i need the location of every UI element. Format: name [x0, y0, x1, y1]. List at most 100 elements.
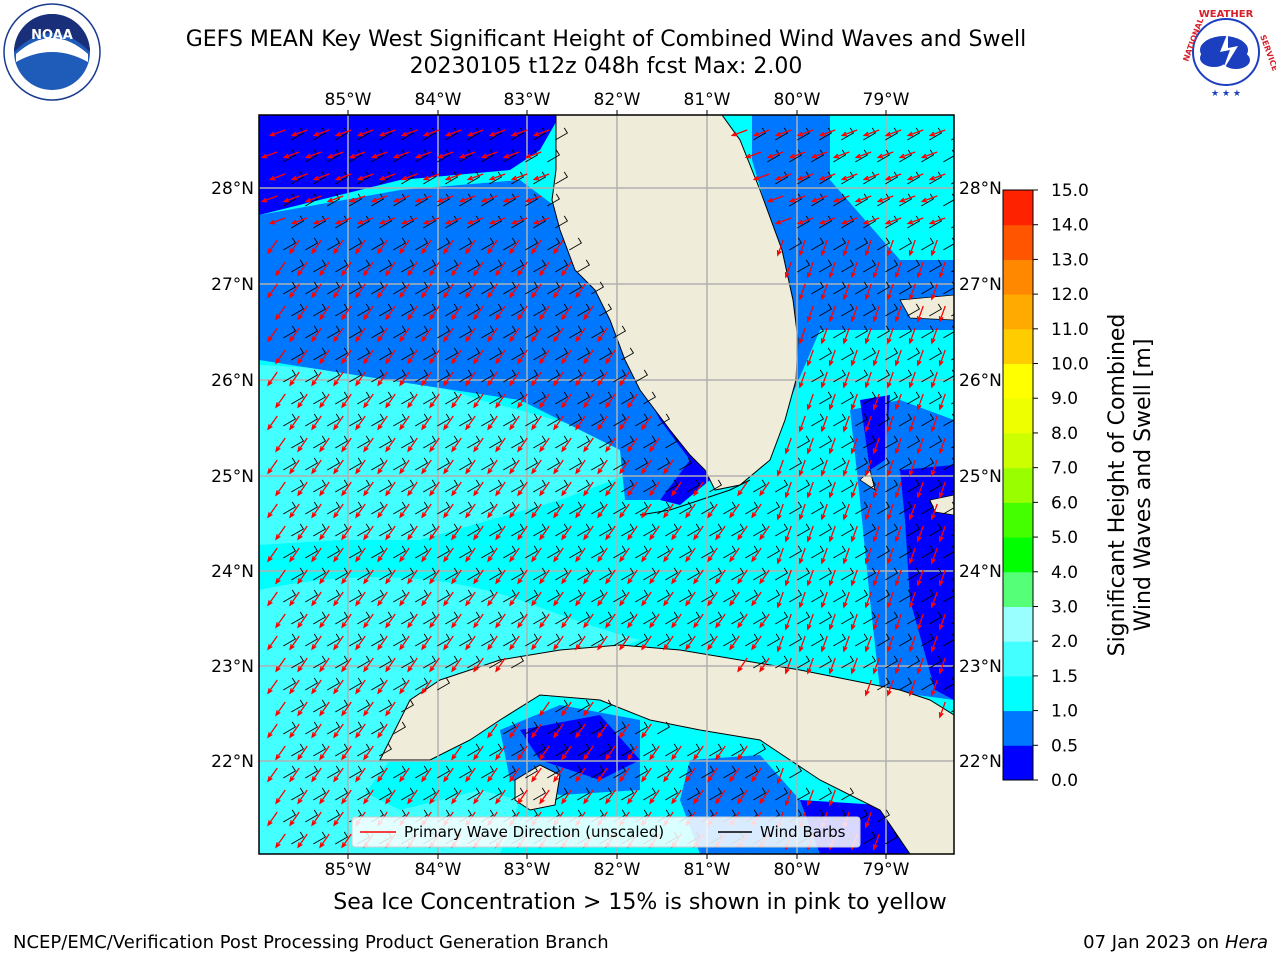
- wave-direction-arrow: [641, 503, 652, 519]
- wind-barb: [291, 655, 305, 669]
- wind-barb: [511, 259, 525, 273]
- wave-direction-arrow: [759, 613, 770, 629]
- wave-direction-arrow: [517, 349, 528, 365]
- wave-direction-arrow: [583, 745, 594, 761]
- wind-barb: [313, 259, 327, 273]
- wave-direction-arrow: [267, 811, 278, 827]
- wind-barb: [745, 501, 759, 515]
- wave-direction-arrow: [319, 701, 330, 717]
- wind-barb: [833, 237, 847, 251]
- wave-direction-arrow: [894, 393, 902, 411]
- wave-direction-arrow: [267, 415, 278, 431]
- wind-barb: [841, 127, 855, 141]
- wind-barb: [533, 435, 547, 449]
- wind-barb: [657, 501, 671, 515]
- wave-direction-arrow: [531, 723, 542, 739]
- wind-barb: [687, 479, 701, 493]
- wind-barb: [907, 127, 921, 141]
- wave-direction-arrow: [488, 217, 506, 225]
- wave-direction-arrow: [385, 305, 396, 321]
- wave-direction-arrow: [872, 833, 880, 851]
- wind-barb: [357, 699, 371, 713]
- wind-barb: [569, 633, 583, 647]
- wave-direction-arrow: [759, 657, 770, 673]
- lon-label: 84°W: [415, 90, 462, 110]
- wave-direction-arrow: [561, 745, 572, 761]
- wave-direction-arrow: [806, 437, 814, 455]
- wind-barb: [833, 457, 847, 471]
- wave-direction-arrow: [553, 459, 564, 475]
- wind-barb: [393, 765, 407, 779]
- wind-barb: [379, 655, 393, 669]
- wind-barb: [379, 743, 393, 757]
- wave-direction-arrow: [930, 547, 938, 565]
- wave-direction-arrow: [319, 393, 330, 409]
- wave-direction-arrow: [333, 327, 344, 343]
- wave-direction-arrow: [784, 437, 792, 455]
- wave-direction-arrow: [341, 789, 352, 805]
- wave-direction-arrow: [707, 635, 718, 651]
- wave-direction-arrow: [333, 459, 344, 475]
- wave-direction-arrow: [583, 393, 594, 409]
- lon-label: 81°W: [684, 860, 731, 880]
- wind-barb: [577, 611, 591, 625]
- lon-label: 81°W: [684, 90, 731, 110]
- wind-barb: [863, 259, 877, 273]
- wind-barb: [327, 589, 341, 603]
- wave-direction-arrow: [872, 349, 880, 367]
- wave-direction-arrow: [583, 437, 594, 453]
- wave-direction-arrow: [938, 569, 946, 587]
- wind-barb: [555, 567, 569, 581]
- wind-barb: [327, 237, 341, 251]
- wave-direction-arrow: [399, 679, 410, 695]
- wave-direction-arrow: [938, 305, 946, 323]
- wind-barb: [283, 325, 297, 339]
- wind-barb: [577, 523, 591, 537]
- wave-direction-arrow: [539, 569, 550, 585]
- wave-direction-arrow: [473, 745, 484, 761]
- wind-barb: [459, 545, 473, 559]
- wave-direction-arrow: [487, 591, 498, 607]
- wave-direction-arrow: [400, 217, 418, 225]
- wind-barb: [459, 237, 473, 251]
- wave-direction-arrow: [864, 459, 872, 477]
- wave-direction-arrow: [894, 305, 902, 323]
- wind-barb: [819, 303, 833, 317]
- wave-direction-arrow: [531, 591, 542, 607]
- wave-direction-arrow: [908, 635, 916, 653]
- wave-direction-arrow: [297, 569, 308, 585]
- wind-barb: [393, 589, 407, 603]
- wave-direction-arrow: [473, 569, 484, 585]
- wind-barb: [357, 303, 371, 317]
- wind-barb: [467, 171, 481, 185]
- wind-barb: [899, 501, 913, 515]
- wind-barb: [863, 655, 877, 669]
- wave-direction-arrow: [319, 261, 330, 277]
- wind-barb: [885, 831, 899, 845]
- wind-barb: [511, 523, 525, 537]
- wave-direction-arrow: [370, 195, 388, 203]
- wind-barb: [371, 589, 385, 603]
- wave-direction-arrow: [531, 635, 542, 651]
- wave-direction-arrow: [886, 679, 894, 697]
- wind-barb: [753, 743, 767, 757]
- wind-barb: [621, 743, 635, 757]
- wave-direction-arrow: [561, 305, 572, 321]
- wave-direction-arrow: [798, 239, 806, 257]
- wave-direction-arrow: [297, 701, 308, 717]
- wind-barb: [885, 523, 899, 537]
- wave-direction-arrow: [583, 305, 594, 321]
- wind-barb: [467, 611, 481, 625]
- wave-direction-arrow: [421, 239, 432, 255]
- wave-direction-arrow: [488, 129, 506, 137]
- wave-direction-arrow: [671, 525, 682, 541]
- wind-barb: [467, 259, 481, 273]
- wind-barb: [841, 523, 855, 537]
- wave-direction-arrow: [850, 481, 858, 499]
- wind-barb: [841, 611, 855, 625]
- wind-barb: [357, 611, 371, 625]
- wind-barb: [305, 589, 319, 603]
- wave-direction-arrow: [886, 283, 894, 301]
- wave-direction-arrow: [671, 789, 682, 805]
- wind-barb: [899, 237, 913, 251]
